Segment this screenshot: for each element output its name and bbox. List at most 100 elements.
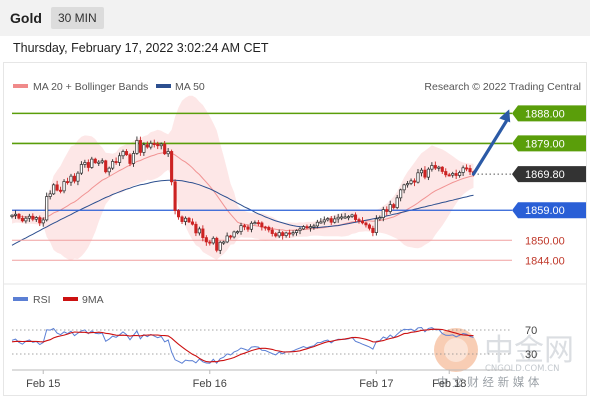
candle [378,215,382,221]
candle [451,171,455,178]
level-1844-00-label: 1844.00 [525,255,565,267]
x-tick-label: Feb 16 [193,378,227,390]
candle [447,172,451,177]
candle [412,178,417,187]
candle [10,214,14,219]
candle [62,179,66,194]
candle [246,224,250,232]
candle [468,165,472,176]
candle [301,225,306,230]
candle [190,218,194,226]
rsi-panel: 70 30 [11,325,537,364]
x-tick-label: Feb 18 [432,378,466,390]
level-1879-00-label: 1879.00 [525,138,565,150]
legend-swatch-ma20 [13,84,28,88]
candle [38,215,42,227]
candle [395,194,399,210]
candle [114,157,118,165]
candle [263,225,267,231]
rsi-line [11,326,474,364]
candle [239,222,243,235]
candle [284,231,288,238]
candle [242,223,247,231]
candle [180,215,184,225]
candle [440,166,444,174]
bollinger-band-layer [12,95,474,261]
candle [86,159,90,172]
chart-frame [3,62,587,396]
rsi-level-30-label: 30 [525,349,537,361]
candle [225,232,229,244]
candle [256,220,260,227]
candle [128,153,132,167]
x-tick-label: Feb 15 [26,378,60,390]
candles-layer [10,136,476,255]
candle [121,149,125,160]
forecast-arrow-layer [471,109,511,176]
candle [48,190,52,200]
candle [34,216,38,222]
candle [149,140,153,150]
candle [329,215,333,225]
candle [371,225,375,237]
candle [204,235,208,246]
candle [458,170,462,178]
candle [388,200,392,214]
candle [131,150,136,167]
candle [13,210,18,220]
candle [142,142,146,156]
candle [281,231,285,240]
candle [201,225,205,242]
candle [135,136,139,155]
indicator-lines-layer [11,151,474,246]
candle [357,217,361,224]
candle [274,232,278,238]
rsi-9ma-line [11,328,474,363]
candle [222,240,226,245]
rsi-level-70-label: 70 [525,325,537,337]
candle [416,169,420,184]
candle [93,157,97,164]
candle [326,217,330,222]
candle [145,141,149,149]
candle [76,171,80,186]
candle [59,186,63,194]
candle [426,167,430,181]
forecast-arrow-head [499,109,511,123]
candle [461,165,465,177]
candle [24,216,28,224]
candle [385,206,389,216]
candle [163,141,167,156]
candle [138,136,142,156]
candle [41,217,45,227]
candle [353,212,358,222]
candle [187,216,191,223]
candle [183,216,188,226]
level-1879-00-tag [512,135,586,152]
level-1869-80-label: 1869.80 [525,169,565,181]
watermark: 中金网 CNGOLD.COM.CN 中 文 财 经 新 媒 体 [434,328,574,389]
candle [232,230,236,239]
candle [159,142,163,150]
candle [253,220,257,225]
candle [211,236,215,245]
candle [27,213,31,222]
header-bar: Gold 30 MIN [0,0,590,36]
x-axis-ticks: Feb 15 Feb 16 Feb 17 Feb 18 [26,370,466,390]
candle [65,177,70,185]
candle [423,166,427,180]
candle [156,141,160,150]
candle [267,225,271,233]
candle [170,149,174,186]
legend-label-ma20: MA 20 + Bollinger Bands [33,81,148,93]
candle [20,215,24,223]
candle [124,149,129,156]
candle [322,216,326,225]
level-1888-00-label: 1888.00 [525,108,565,120]
key-levels-layer: 1888.00 1879.00 1869.80 1859.00 1850.00 1844.… [12,105,586,267]
timeframe-badge[interactable]: 30 MIN [51,7,104,29]
candle [69,173,73,186]
legend-label-9ma: 9MA [82,294,104,306]
candle [215,236,219,253]
